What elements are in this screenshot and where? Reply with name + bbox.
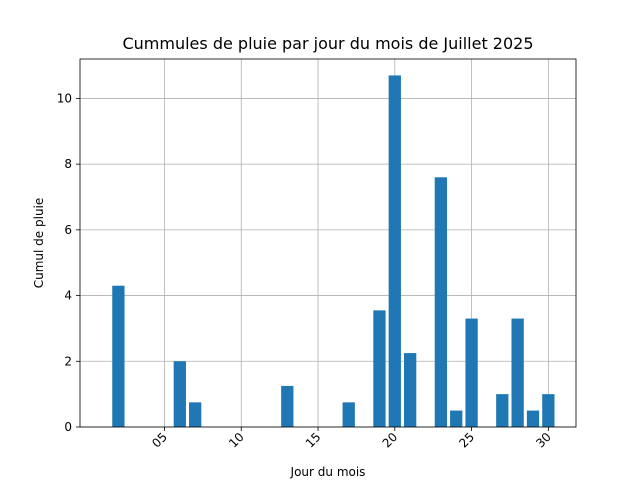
bars-layer xyxy=(112,75,555,427)
bar-day-6 xyxy=(173,361,186,427)
chart-title: Cummules de pluie par jour du mois de Ju… xyxy=(122,34,533,53)
bar-day-2 xyxy=(112,285,125,427)
bar-day-28 xyxy=(511,318,524,427)
y-axis-label: Cumul de pluie xyxy=(32,198,46,289)
bar-day-21 xyxy=(404,353,417,427)
plot-frame xyxy=(79,58,577,428)
bar-day-30 xyxy=(542,394,555,427)
bar-day-24 xyxy=(450,410,463,427)
bar-day-25 xyxy=(465,318,478,427)
bar-day-7 xyxy=(189,402,202,427)
bar-day-23 xyxy=(434,177,448,427)
y-tick-label-1: 2 xyxy=(64,354,72,368)
y-tick-label-4: 8 xyxy=(64,157,72,171)
bar-day-19 xyxy=(373,310,386,427)
y-tick-label-0: 0 xyxy=(64,420,72,434)
y-tick-label-2: 4 xyxy=(64,289,72,303)
bar-day-13 xyxy=(281,385,294,427)
x-axis-label: Jour du mois xyxy=(290,465,366,479)
y-tick-label-3: 6 xyxy=(64,223,72,237)
y-tick-label-5: 10 xyxy=(57,91,72,105)
bar-day-27 xyxy=(496,394,509,427)
bar-day-17 xyxy=(342,402,355,427)
bar-day-20 xyxy=(388,75,401,427)
grid-layer xyxy=(80,59,576,428)
bar-day-29 xyxy=(526,410,540,427)
